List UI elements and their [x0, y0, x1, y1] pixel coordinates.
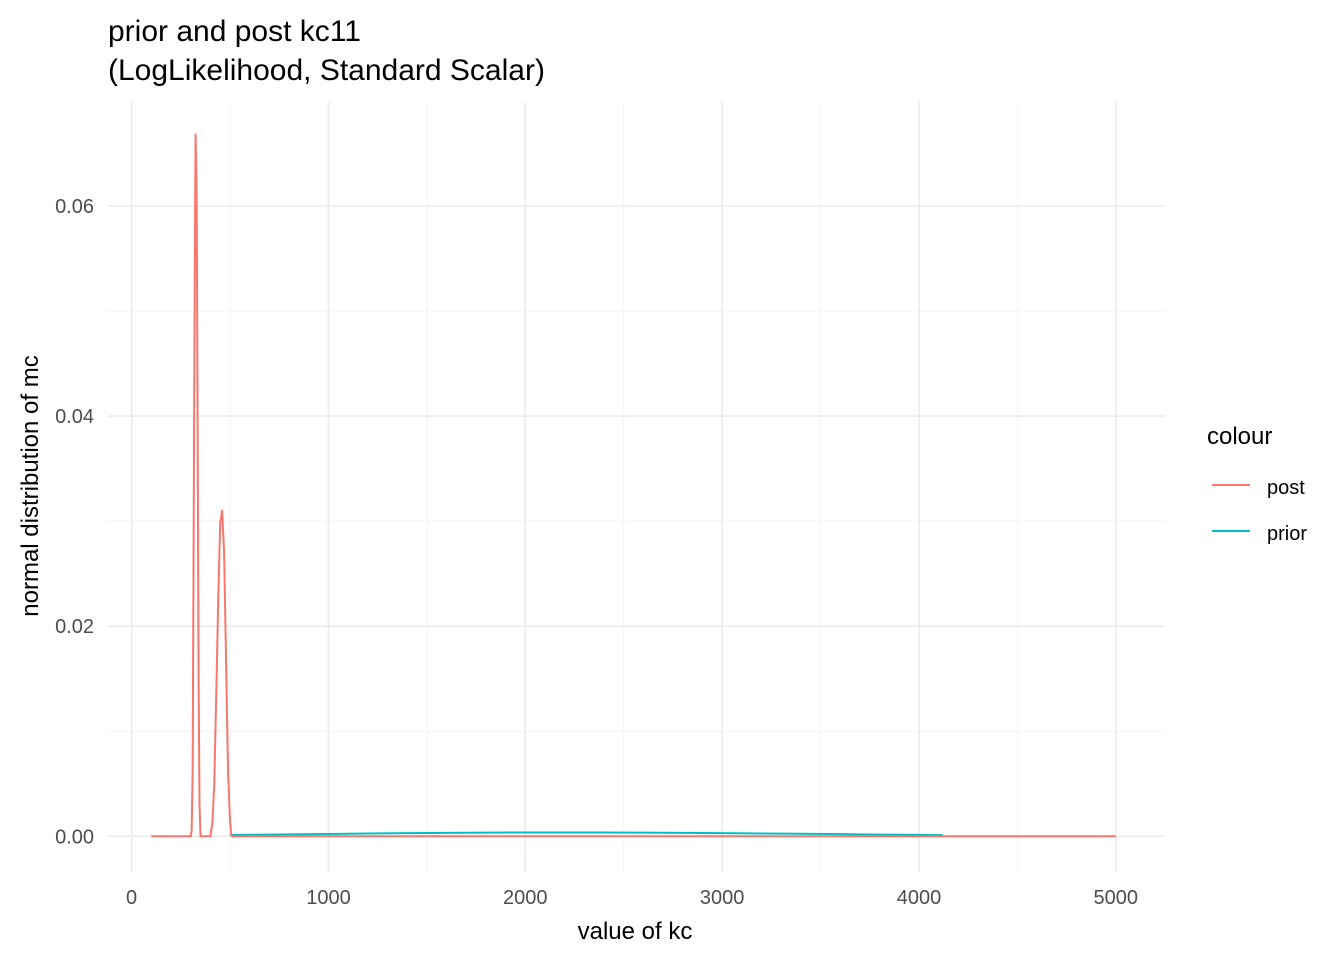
x-axis-ticks: 0 1000 2000 3000 4000 5000 [126, 887, 1138, 909]
x-tick-label: 5000 [1094, 887, 1139, 909]
y-axis-label: normal distribution of mc [17, 355, 44, 616]
series-line-post [151, 133, 1116, 838]
x-tick-label: 4000 [897, 887, 942, 909]
y-tick-label: 0.04 [55, 406, 94, 428]
legend-title: colour [1207, 423, 1272, 450]
y-tick-label: 0.02 [55, 616, 94, 638]
y-tick-label: 0.06 [55, 196, 94, 218]
legend-label-prior: prior [1267, 523, 1307, 545]
grid [108, 102, 1165, 872]
legend-label-post: post [1267, 477, 1305, 499]
y-tick-label: 0.00 [55, 826, 94, 848]
y-axis-ticks: 0.00 0.02 0.04 0.06 [55, 196, 94, 848]
series-layer [151, 133, 1116, 838]
x-tick-label: 0 [126, 887, 137, 909]
chart-subtitle: (LogLikelihood, Standard Scalar) [108, 54, 545, 87]
x-tick-label: 1000 [306, 887, 351, 909]
legend: colour post prior [1207, 423, 1307, 545]
chart-title: prior and post kc11 [108, 15, 361, 48]
x-tick-label: 3000 [700, 887, 745, 909]
x-axis-label: value of kc [578, 918, 693, 945]
series-line-prior [230, 831, 943, 837]
x-tick-label: 2000 [503, 887, 548, 909]
